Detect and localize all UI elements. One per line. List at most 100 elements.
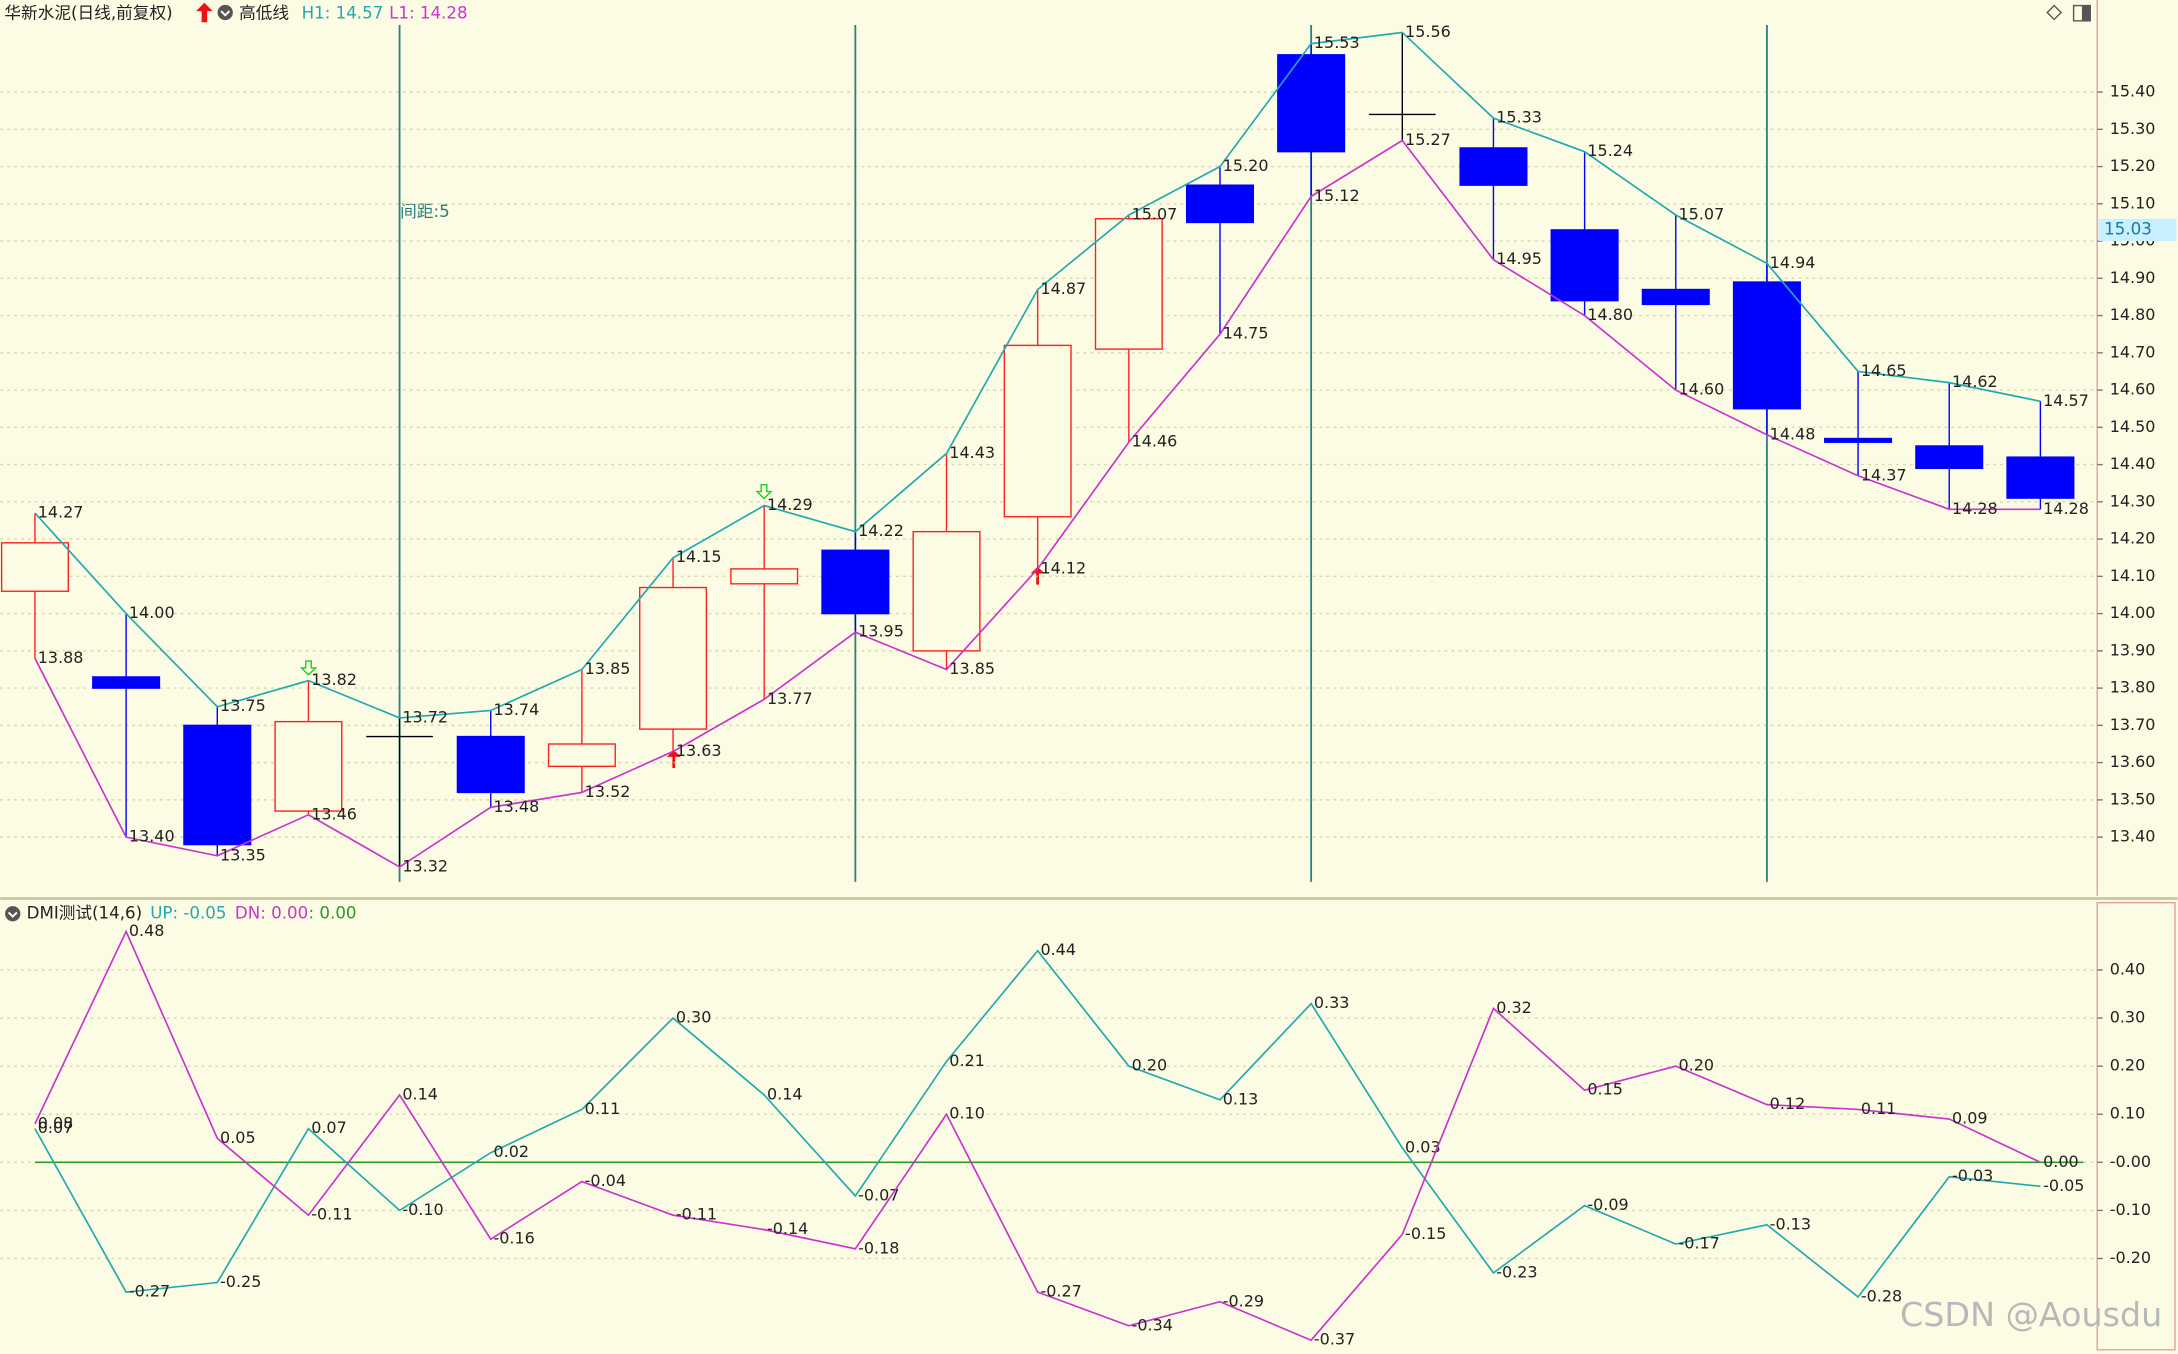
dropdown-icon[interactable] <box>217 4 233 21</box>
sell-signal <box>299 660 318 676</box>
legend-entry: L1: 14.28 <box>389 3 467 22</box>
data-label: 13.85 <box>585 659 631 678</box>
data-label: -0.13 <box>1770 1214 1811 1233</box>
series-line <box>34 949 2041 1299</box>
y-tick-label: 14.20 <box>2110 529 2156 548</box>
data-label: -0.10 <box>402 1200 443 1219</box>
data-label: 15.53 <box>1314 33 1360 52</box>
buy-signal <box>1030 566 1045 585</box>
chart-title: 华新水泥(日线,前复权) <box>4 3 172 22</box>
data-label: 0.20 <box>1679 1056 1715 1075</box>
data-label: 15.56 <box>1405 22 1451 41</box>
y-tick-label: 0.40 <box>2110 959 2146 978</box>
y-tick-label: -0.00 <box>2110 1152 2151 1171</box>
data-label: 15.27 <box>1405 130 1451 149</box>
data-label: 13.88 <box>38 648 84 667</box>
data-label: 0.11 <box>585 1099 621 1118</box>
data-label: 14.62 <box>1952 372 1998 391</box>
data-label: 15.12 <box>1314 186 1360 205</box>
data-label: 13.74 <box>494 700 540 719</box>
candle-body <box>1094 218 1163 350</box>
data-label: -0.18 <box>858 1238 899 1257</box>
dropdown-chevron <box>7 911 18 918</box>
data-label: -0.23 <box>1496 1262 1537 1281</box>
y-tick-label: 0.20 <box>2110 1056 2146 1075</box>
watermark: CSDN @Aousdu <box>1900 1295 2162 1334</box>
data-label: 0.08 <box>38 1113 74 1132</box>
data-label: 14.46 <box>1132 432 1178 451</box>
candle-body <box>821 549 890 615</box>
data-label: 0.32 <box>1496 998 1532 1017</box>
candle-body <box>1915 445 1984 470</box>
candle-body <box>912 530 981 652</box>
data-label: -0.03 <box>1952 1166 1993 1185</box>
data-label: 0.20 <box>1132 1056 1168 1075</box>
diamond-icon[interactable] <box>2046 4 2063 21</box>
data-label: -0.34 <box>1132 1315 1173 1334</box>
candle-body <box>1641 288 1710 306</box>
data-label: 14.28 <box>2043 499 2089 518</box>
data-label: 14.65 <box>1861 361 1907 380</box>
data-label: 14.15 <box>676 547 722 566</box>
data-label: 0.12 <box>1770 1094 1806 1113</box>
candle-body <box>1185 184 1255 224</box>
y-tick-label: 14.00 <box>2110 603 2156 622</box>
y-tick-label: 14.80 <box>2110 305 2156 324</box>
dropdown-chevron <box>220 10 231 17</box>
candle-body <box>274 720 343 812</box>
data-label: 0.15 <box>1587 1080 1623 1099</box>
data-label: -0.14 <box>767 1219 808 1238</box>
price-marker-label: 15.03 <box>2104 219 2152 238</box>
y-tick-label: 0.10 <box>2110 1104 2146 1123</box>
data-label: 14.27 <box>38 503 84 522</box>
candle-body <box>183 724 252 846</box>
candle-body <box>1003 344 1072 518</box>
data-label: 14.48 <box>1770 424 1816 443</box>
data-label: 13.46 <box>311 804 357 823</box>
y-tick-label: 13.80 <box>2110 678 2156 697</box>
data-label: 13.40 <box>129 827 175 846</box>
y-tick-label: 14.30 <box>2110 491 2156 510</box>
y-tick-label: -0.10 <box>2110 1200 2151 1219</box>
candle-body <box>92 676 161 689</box>
data-label: -0.29 <box>1223 1291 1264 1310</box>
buy-signal <box>666 749 681 768</box>
data-label: 15.20 <box>1223 156 1269 175</box>
data-label: 0.07 <box>311 1118 347 1137</box>
y-tick-label: 14.70 <box>2110 342 2156 361</box>
indicator-title: DMI测试(14,6) <box>27 903 143 922</box>
data-label: 14.80 <box>1587 305 1633 324</box>
data-label: 0.00 <box>2043 1152 2079 1171</box>
sell-signal <box>755 483 773 500</box>
dropdown-icon[interactable] <box>5 906 21 922</box>
data-label: -0.25 <box>220 1272 261 1291</box>
data-label: -0.07 <box>858 1185 899 1204</box>
data-label: 0.07 <box>38 1118 74 1137</box>
y-tick-label: 13.40 <box>2110 827 2156 846</box>
data-label: -0.04 <box>585 1171 626 1190</box>
candle-body <box>1824 437 1893 443</box>
candle-body <box>1459 147 1528 186</box>
axis-border <box>2096 901 2176 1351</box>
data-label: 14.60 <box>1679 380 1725 399</box>
data-label: 14.75 <box>1223 324 1269 343</box>
y-tick-label: 14.10 <box>2110 566 2156 585</box>
data-label: -0.27 <box>1040 1282 1081 1301</box>
data-label: 0.11 <box>1861 1099 1897 1118</box>
y-tick-label: 13.50 <box>2110 789 2156 808</box>
candle-body <box>0 542 69 592</box>
data-label: 0.10 <box>949 1104 985 1123</box>
data-label: 14.29 <box>767 495 813 514</box>
indicator-name: 高低线 <box>239 3 289 22</box>
candle-body <box>1277 54 1346 153</box>
data-label: -0.11 <box>311 1205 352 1224</box>
data-label: -0.15 <box>1405 1224 1446 1243</box>
candle-body <box>547 743 616 768</box>
y-tick-label: 15.10 <box>2110 193 2156 212</box>
data-label: -0.28 <box>1861 1286 1902 1305</box>
data-label: 14.28 <box>1952 499 1998 518</box>
data-label: 14.00 <box>129 603 175 622</box>
data-label: 14.12 <box>1040 558 1086 577</box>
